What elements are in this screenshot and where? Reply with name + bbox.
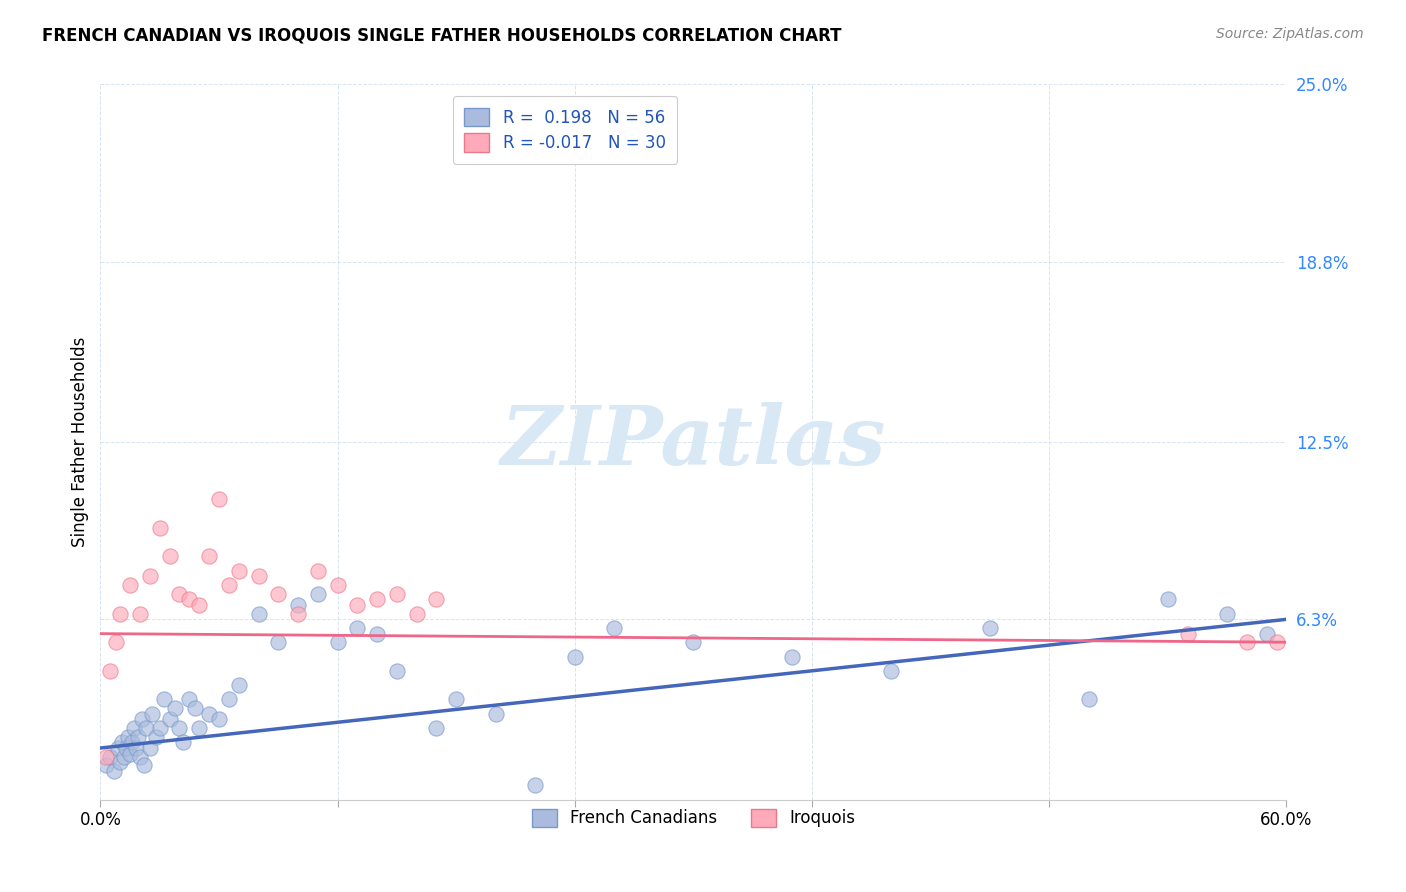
Point (780, 649, 803, 664)
Point (188, 598, 211, 612)
Point (1236, 635, 1258, 649)
Point (169, 721, 191, 735)
Point (603, 621, 626, 635)
Point (425, 721, 447, 735)
Point (117, 730, 139, 744)
Point (267, 635, 290, 649)
Point (139, 741, 162, 756)
Point (127, 730, 149, 744)
Point (198, 706, 221, 721)
Point (247, 607, 270, 621)
Point (135, 721, 157, 735)
Point (107, 741, 129, 756)
Point (267, 586, 290, 600)
Point (564, 649, 586, 664)
Point (108, 607, 131, 621)
Point (149, 721, 172, 735)
Point (405, 607, 427, 621)
Point (152, 692, 174, 706)
Point (228, 678, 250, 692)
Point (118, 747, 141, 761)
Point (149, 521, 172, 535)
Point (145, 730, 167, 744)
Point (128, 749, 150, 764)
Point (111, 735, 134, 749)
Point (105, 635, 128, 649)
Point (287, 607, 309, 621)
Point (115, 741, 138, 756)
Point (159, 549, 181, 564)
Point (179, 592, 201, 607)
Point (307, 564, 329, 578)
Point (425, 592, 447, 607)
Text: FRENCH CANADIAN VS IROQUOIS SINGLE FATHER HOUSEHOLDS CORRELATION CHART: FRENCH CANADIAN VS IROQUOIS SINGLE FATHE… (42, 27, 842, 45)
Point (366, 626, 388, 640)
Legend: French Canadians, Iroquois: French Canadians, Iroquois (526, 802, 862, 834)
Point (880, 664, 903, 678)
Point (141, 706, 163, 721)
Point (159, 713, 181, 727)
Point (524, 778, 547, 792)
Point (198, 549, 221, 564)
Point (287, 598, 309, 612)
Point (1077, 692, 1099, 706)
Point (682, 635, 704, 649)
Point (125, 741, 148, 756)
Point (228, 564, 250, 578)
Point (346, 621, 368, 635)
Point (326, 578, 349, 592)
Point (165, 701, 187, 715)
Point (118, 578, 141, 592)
Point (184, 701, 207, 715)
Point (1177, 626, 1199, 640)
Point (247, 569, 270, 583)
Point (188, 721, 211, 735)
Point (218, 578, 240, 592)
Point (307, 586, 329, 600)
Point (366, 592, 388, 607)
Point (139, 569, 162, 583)
Point (121, 735, 143, 749)
Point (98, 664, 121, 678)
Point (103, 764, 125, 778)
Y-axis label: Single Father Households: Single Father Households (72, 337, 89, 547)
Point (208, 492, 231, 507)
Point (108, 756, 131, 770)
Point (96, 758, 118, 772)
Point (326, 635, 349, 649)
Point (132, 758, 155, 772)
Point (444, 692, 467, 706)
Point (1157, 592, 1180, 607)
Point (122, 721, 145, 735)
Point (131, 713, 153, 727)
Text: Source: ZipAtlas.com: Source: ZipAtlas.com (1216, 27, 1364, 41)
Point (208, 713, 231, 727)
Point (112, 749, 135, 764)
Text: ZIPatlas: ZIPatlas (501, 402, 886, 482)
Point (385, 664, 408, 678)
Point (96, 749, 118, 764)
Point (169, 586, 191, 600)
Point (385, 586, 408, 600)
Point (1256, 626, 1278, 640)
Point (128, 607, 150, 621)
Point (172, 735, 194, 749)
Point (218, 692, 240, 706)
Point (346, 598, 368, 612)
Point (979, 621, 1001, 635)
Point (485, 706, 508, 721)
Point (98, 749, 121, 764)
Point (1265, 635, 1288, 649)
Point (179, 692, 201, 706)
Point (1216, 607, 1239, 621)
